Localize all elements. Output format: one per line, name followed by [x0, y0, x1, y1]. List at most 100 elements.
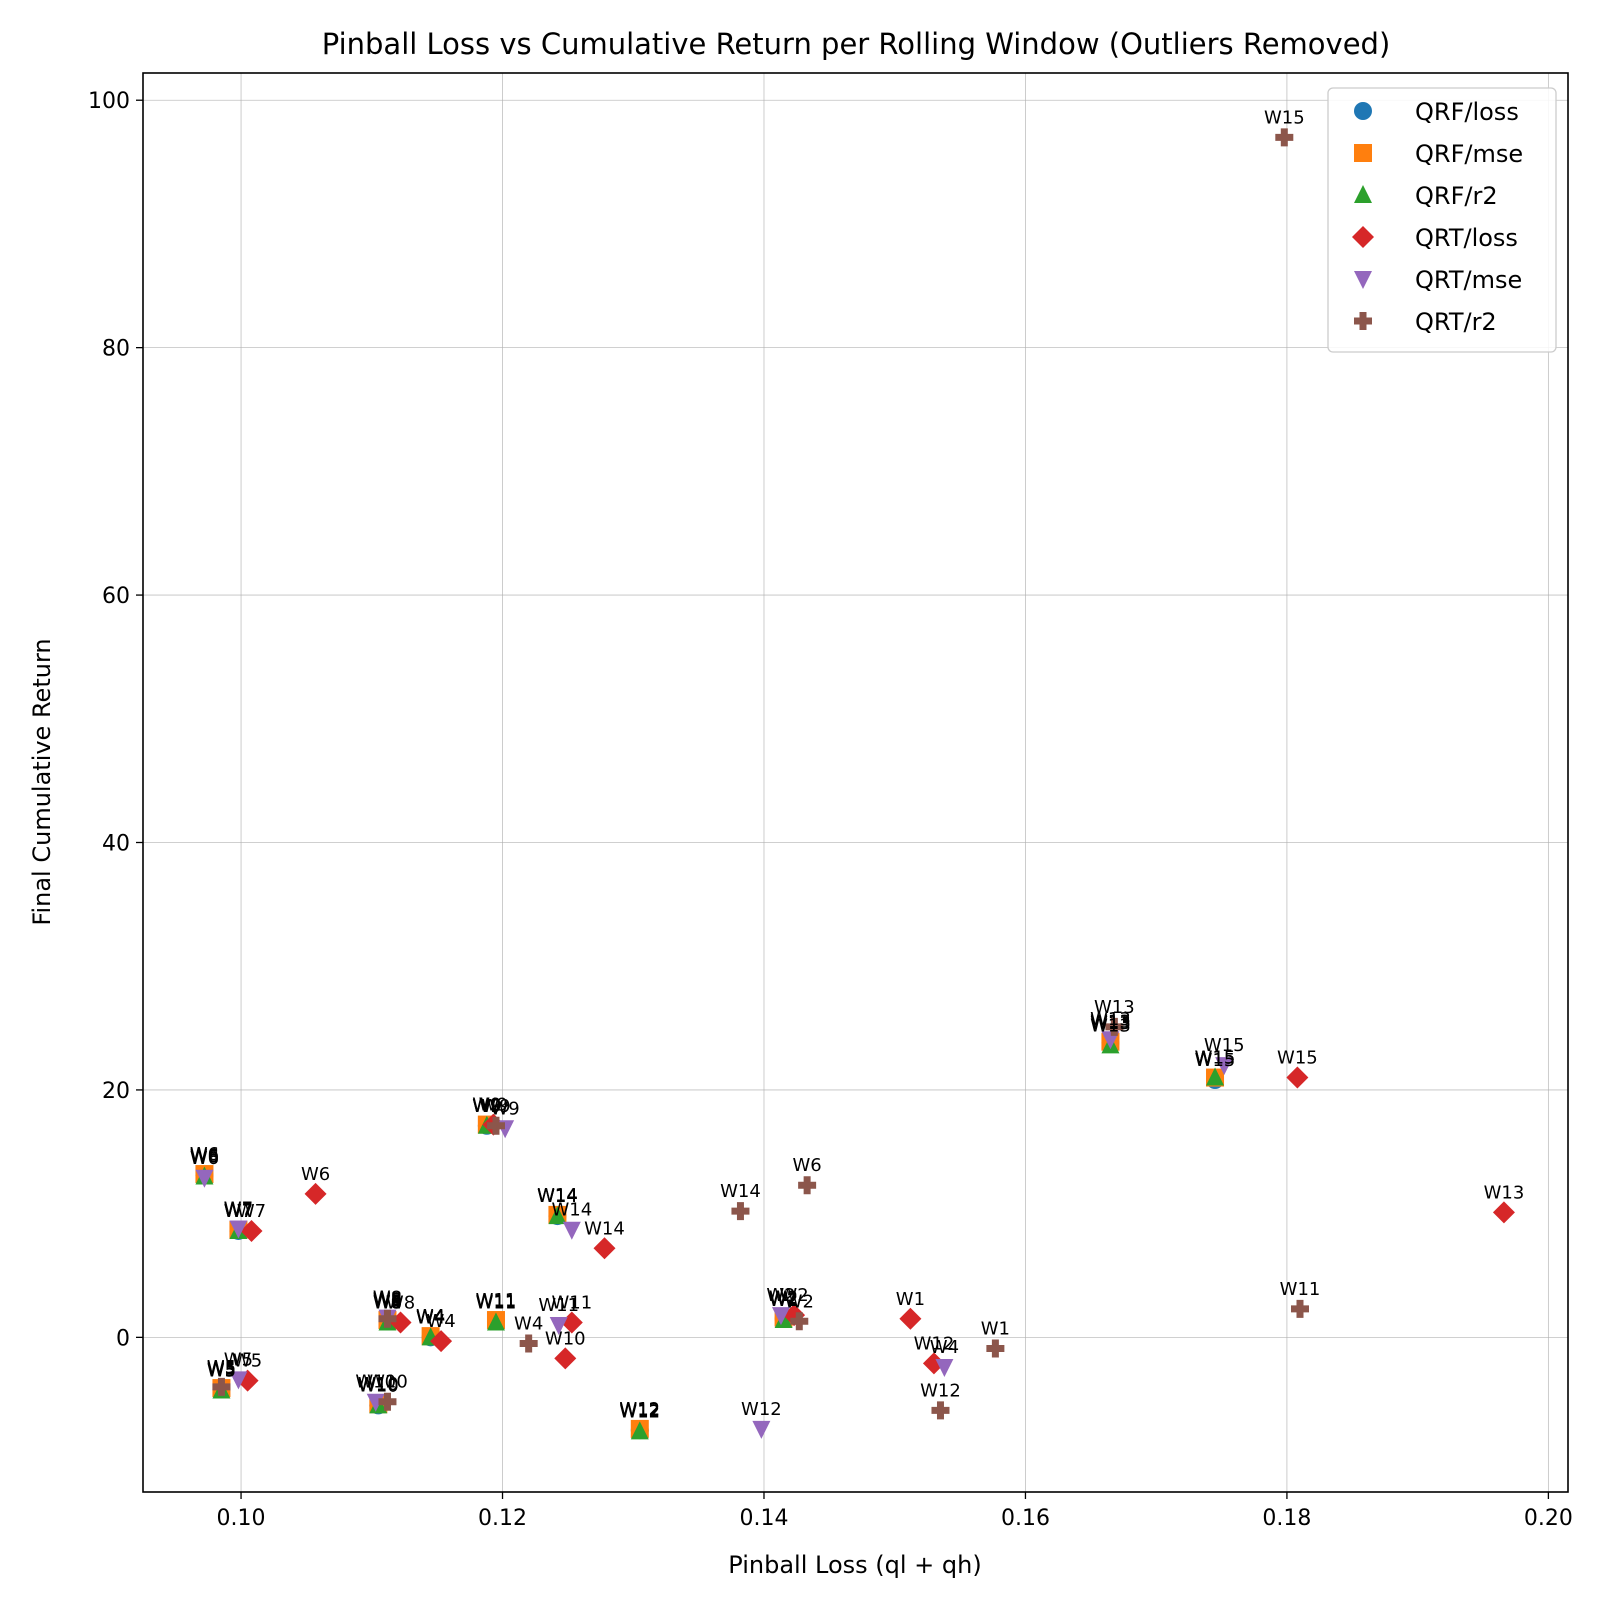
point-label: W15	[1195, 1050, 1236, 1071]
point-label: W15	[1277, 1048, 1318, 1069]
point-label: W14	[584, 1218, 625, 1239]
point-label: W7	[224, 1201, 253, 1222]
y-tick-label: 0	[116, 1326, 130, 1351]
point-label: W13	[1094, 997, 1135, 1018]
data-point	[548, 1206, 567, 1225]
data-point	[554, 1347, 577, 1370]
point-label: W6	[793, 1155, 822, 1176]
data-point	[1286, 1066, 1309, 1089]
point-label: W2	[769, 1289, 798, 1310]
annotation-layer: W6W5W7W10W8W4W9W11W14W12W2W13W15W6W5W7W1…	[190, 107, 1524, 1422]
point-label: W15	[1195, 1048, 1236, 1069]
series-qrt-loss	[236, 1066, 1515, 1392]
point-label: W8	[373, 1291, 402, 1312]
point-label: W2	[766, 1285, 795, 1306]
data-point	[931, 1401, 950, 1420]
point-label: W6	[190, 1145, 219, 1166]
y-tick-label: 100	[88, 89, 130, 114]
point-label: W7	[224, 1200, 253, 1221]
point-label: W11	[476, 1290, 517, 1311]
data-point	[899, 1307, 922, 1330]
x-axis-label: Pinball Loss (ql + qh)	[728, 1551, 981, 1579]
legend-entry: QRT/r2	[1415, 308, 1497, 336]
x-tick-label: 0.12	[478, 1506, 527, 1531]
point-label: W14	[537, 1186, 578, 1207]
point-label: W4	[930, 1337, 959, 1358]
point-label: W2	[779, 1285, 808, 1306]
y-tick-label: 60	[102, 584, 130, 609]
data-point	[212, 1377, 231, 1396]
point-label: W4	[416, 1307, 445, 1328]
data-point	[1105, 1017, 1124, 1036]
point-label: W8	[373, 1293, 402, 1314]
marks-layer	[195, 128, 1515, 1440]
point-label: W5	[207, 1357, 236, 1378]
point-label: W13	[1090, 1013, 1131, 1034]
point-label: W4	[416, 1306, 445, 1327]
data-point	[562, 1221, 581, 1240]
point-label: W13	[1090, 1009, 1131, 1030]
ticks-layer: 0.10 0.12 0.14 0.16 0.18 0.20 0 20 40 60 80 100	[88, 89, 1573, 1531]
point-label: W7	[237, 1201, 266, 1222]
point-label: W15	[1204, 1035, 1245, 1056]
y-tick-label: 40	[102, 832, 130, 857]
legend-marker	[1354, 271, 1372, 289]
legend-entry: QRT/loss	[1415, 224, 1518, 252]
data-point	[240, 1219, 263, 1242]
point-label: W9	[472, 1096, 501, 1117]
legend-marker	[1354, 144, 1372, 162]
point-label: W10	[358, 1375, 399, 1396]
y-axis-label: Final Cumulative Return	[28, 638, 56, 925]
point-label: W8	[386, 1293, 415, 1314]
point-label: W9	[479, 1095, 508, 1116]
point-label: W2	[785, 1291, 814, 1312]
point-label: W12	[619, 1401, 660, 1422]
point-label: W2	[769, 1290, 798, 1311]
data-point	[1206, 1067, 1225, 1086]
legend: QRF/loss QRF/mse QRF/r2 QRT/loss QRT/mse QRT/…	[1327, 87, 1557, 353]
point-label: W9	[472, 1096, 501, 1117]
legend-marker	[1354, 185, 1372, 203]
data-point	[430, 1330, 453, 1353]
point-label: W8	[373, 1288, 402, 1309]
point-label: W12	[619, 1399, 660, 1420]
data-point	[1290, 1299, 1309, 1318]
data-point	[486, 1312, 505, 1331]
legend-marker	[1352, 226, 1374, 248]
point-label: W4	[426, 1311, 455, 1332]
data-point	[195, 1169, 214, 1188]
point-label: W10	[545, 1328, 586, 1349]
point-label: W1	[981, 1318, 1010, 1339]
point-label: W12	[920, 1380, 961, 1401]
data-point	[630, 1421, 649, 1440]
data-point	[771, 1307, 790, 1326]
point-label: W8	[373, 1289, 402, 1310]
plot-frame	[142, 72, 1569, 1493]
x-tick-label: 0.20	[1524, 1506, 1573, 1531]
legend-entry: QRF/r2	[1415, 182, 1498, 210]
data-point	[486, 1116, 505, 1135]
point-label: W15	[1195, 1048, 1236, 1069]
point-label: W4	[514, 1314, 543, 1335]
chart-title: Pinball Loss vs Cumulative Return per Ro…	[322, 27, 1391, 61]
series-qrt-r2	[212, 128, 1309, 1420]
point-label: W4	[416, 1307, 445, 1328]
data-point	[798, 1176, 817, 1195]
point-label: W13	[1484, 1182, 1525, 1203]
point-label: W10	[355, 1372, 396, 1393]
point-label: W14	[551, 1200, 592, 1221]
point-label: W5	[207, 1358, 236, 1379]
point-label: W12	[914, 1333, 955, 1354]
point-label: W1	[896, 1289, 925, 1310]
data-point	[229, 1371, 248, 1390]
point-label: W11	[551, 1293, 592, 1314]
x-tick-label: 0.18	[1262, 1506, 1311, 1531]
point-label: W8	[373, 1290, 402, 1311]
data-point	[986, 1339, 1005, 1358]
point-label: W12	[619, 1400, 660, 1421]
point-label: W14	[537, 1186, 578, 1207]
data-point	[519, 1334, 538, 1353]
legend-entry: QRF/mse	[1415, 140, 1523, 168]
point-label: W12	[741, 1399, 782, 1420]
data-point	[593, 1237, 616, 1260]
